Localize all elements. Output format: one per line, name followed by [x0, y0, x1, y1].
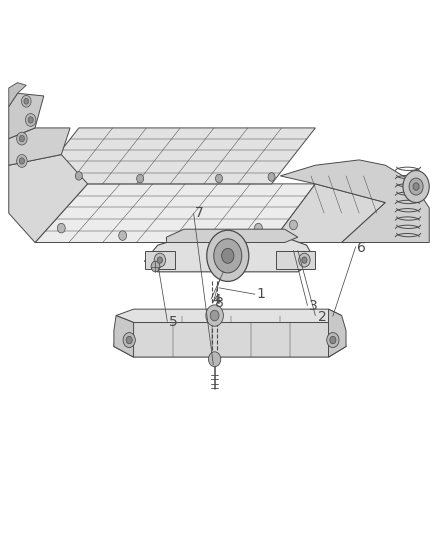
Circle shape [17, 155, 27, 167]
Circle shape [206, 305, 223, 326]
Polygon shape [166, 229, 298, 243]
Circle shape [19, 158, 25, 164]
Circle shape [126, 336, 132, 344]
Polygon shape [276, 251, 315, 269]
Text: 2: 2 [318, 310, 326, 324]
Circle shape [137, 174, 144, 183]
Polygon shape [9, 93, 44, 139]
Circle shape [214, 239, 242, 273]
Circle shape [268, 173, 275, 181]
Circle shape [208, 352, 221, 367]
Polygon shape [9, 83, 26, 107]
Circle shape [57, 223, 65, 233]
Text: 6: 6 [357, 241, 366, 255]
Circle shape [207, 230, 249, 281]
Circle shape [409, 178, 423, 195]
Polygon shape [9, 155, 88, 243]
Polygon shape [114, 322, 346, 357]
Text: 5: 5 [169, 316, 177, 329]
Circle shape [19, 135, 25, 142]
Circle shape [330, 336, 336, 344]
Circle shape [413, 183, 419, 190]
Polygon shape [116, 309, 342, 322]
Circle shape [215, 174, 223, 183]
Text: 4: 4 [212, 293, 221, 306]
Circle shape [222, 248, 234, 263]
Polygon shape [272, 184, 385, 243]
Circle shape [25, 114, 36, 126]
Polygon shape [328, 309, 346, 357]
Polygon shape [114, 316, 134, 357]
Circle shape [198, 231, 205, 240]
Circle shape [151, 261, 160, 272]
Circle shape [28, 117, 33, 123]
Text: 1: 1 [256, 287, 265, 301]
Polygon shape [280, 160, 429, 243]
Polygon shape [35, 128, 315, 184]
Circle shape [299, 253, 310, 267]
Circle shape [75, 172, 82, 180]
Circle shape [210, 310, 219, 321]
Circle shape [123, 333, 135, 348]
Circle shape [17, 132, 27, 145]
Circle shape [254, 223, 262, 233]
Text: 7: 7 [195, 206, 204, 220]
Text: 8: 8 [215, 296, 223, 310]
Circle shape [327, 333, 339, 348]
Circle shape [154, 253, 166, 267]
Circle shape [157, 257, 162, 263]
Polygon shape [9, 128, 70, 165]
Text: 3: 3 [309, 300, 318, 313]
Circle shape [403, 171, 429, 203]
Polygon shape [145, 251, 175, 269]
Polygon shape [145, 237, 315, 272]
Circle shape [119, 231, 127, 240]
Circle shape [21, 95, 31, 107]
Circle shape [302, 257, 307, 263]
Circle shape [290, 220, 297, 230]
Circle shape [24, 98, 28, 104]
Polygon shape [35, 184, 315, 243]
